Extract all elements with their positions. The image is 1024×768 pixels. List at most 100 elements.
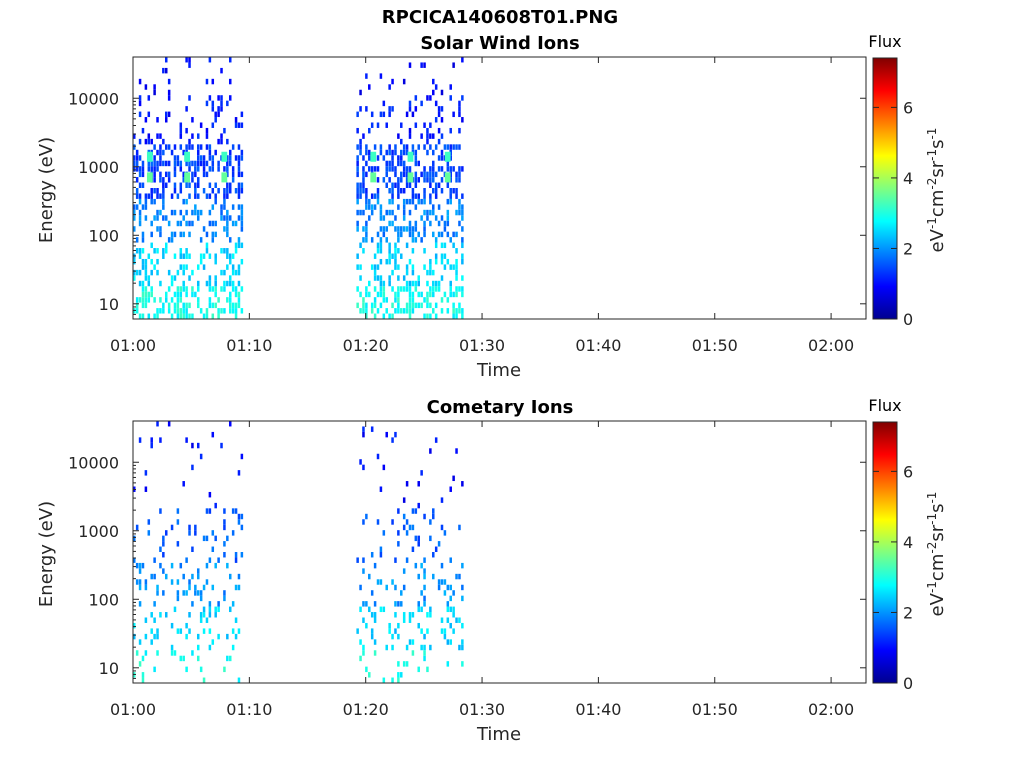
flux-cell: [237, 280, 241, 287]
flux-cell: [196, 644, 200, 651]
flux-cell: [417, 666, 420, 673]
flux-cell: [423, 568, 426, 574]
flux-cell: [440, 177, 444, 183]
colorbar-tick-label: 2: [903, 239, 913, 258]
flux-cell: [223, 127, 226, 134]
flux-cell: [400, 160, 403, 167]
flux-cell: [205, 308, 209, 314]
flux-cell: [443, 633, 447, 640]
flux-cell: [220, 67, 223, 74]
flux-cell: [159, 209, 162, 216]
flux-cell: [147, 193, 151, 199]
flux-cell: [388, 280, 391, 287]
flux-cell: [205, 579, 209, 585]
flux-cell: [432, 171, 435, 178]
flux-cell: [188, 231, 191, 238]
flux-cell: [440, 308, 444, 314]
flux-cell: [365, 198, 368, 205]
flux-cell: [231, 144, 235, 150]
flux-cell: [194, 160, 197, 167]
flux-cell: [173, 160, 177, 167]
flux-cell: [217, 106, 220, 112]
flux-cell: [147, 530, 151, 536]
flux-cell: [159, 226, 162, 232]
flux-cell: [385, 171, 388, 178]
flux-cell: [397, 275, 400, 281]
flux-cell: [408, 166, 412, 172]
flux-cell: [205, 160, 209, 167]
flux-cell: [359, 606, 362, 613]
flux-cell: [437, 127, 441, 134]
flux-cell: [185, 160, 188, 167]
flux-cell: [423, 248, 426, 254]
flux-cell: [359, 639, 362, 645]
flux-cell: [397, 177, 400, 183]
flux-cell: [461, 215, 464, 221]
flux-cell: [405, 530, 409, 536]
flux-cell: [202, 606, 206, 613]
flux-cell: [188, 160, 191, 167]
flux-cell: [408, 182, 412, 188]
flux-cell: [228, 149, 232, 156]
flux-cell: [150, 193, 153, 199]
flux-cell: [199, 666, 203, 673]
flux-cell: [202, 677, 206, 683]
flux-cell: [217, 297, 220, 303]
flux-cell: [382, 464, 386, 471]
flux-cell: [144, 486, 148, 492]
flux-cell: [429, 258, 432, 265]
flux-cell: [167, 286, 171, 292]
flux-cell: [362, 237, 365, 243]
flux-cell: [147, 166, 151, 172]
flux-cell: [426, 127, 429, 134]
flux-cell: [365, 226, 368, 232]
flux-cell: [228, 182, 232, 188]
flux-cell: [150, 573, 153, 580]
flux-cell: [191, 546, 194, 552]
flux-cell: [405, 177, 409, 183]
flux-cell: [133, 155, 136, 161]
flux-cell: [402, 584, 406, 591]
flux-cell: [214, 253, 217, 259]
flux-cell: [408, 198, 412, 205]
flux-cell: [240, 524, 244, 531]
flux-cell: [400, 149, 403, 156]
flux-cell: [359, 459, 362, 465]
flux-cell: [228, 160, 232, 167]
flux-cell: [432, 231, 435, 238]
flux-cell: [231, 171, 235, 178]
flux-cell: [402, 612, 406, 618]
flux-cell: [397, 133, 400, 139]
flux-cell: [223, 193, 226, 199]
flux-cell: [379, 291, 383, 298]
flux-cell: [394, 253, 397, 259]
flux-cell: [423, 166, 426, 172]
flux-cell: [176, 160, 180, 167]
flux-cell: [214, 286, 217, 292]
flux-cell: [196, 166, 200, 172]
flux-cell: [234, 633, 238, 640]
flux-cell: [211, 231, 215, 238]
flux-cell: [153, 297, 156, 303]
flux-cell: [397, 308, 400, 314]
flux-cell: [373, 612, 377, 618]
flux-cell: [455, 308, 458, 314]
flux-cell: [208, 95, 212, 101]
flux-cell: [362, 519, 365, 525]
flux-cell: [159, 437, 162, 443]
flux-cell: [141, 127, 145, 134]
flux-cell: [214, 502, 217, 509]
flux-cell: [179, 127, 183, 134]
flux-cell: [446, 166, 450, 172]
flux-cell: [196, 655, 200, 662]
flux-cell: [382, 100, 386, 107]
flux-cell: [382, 677, 386, 683]
flux-cell: [420, 470, 423, 476]
flux-cell: [434, 215, 438, 221]
flux-cell: [397, 264, 400, 270]
flux-cell: [362, 171, 365, 178]
flux-cell: [194, 584, 197, 591]
flux-cell: [437, 541, 441, 547]
flux-cell: [223, 508, 226, 514]
flux-cell: [440, 524, 444, 531]
